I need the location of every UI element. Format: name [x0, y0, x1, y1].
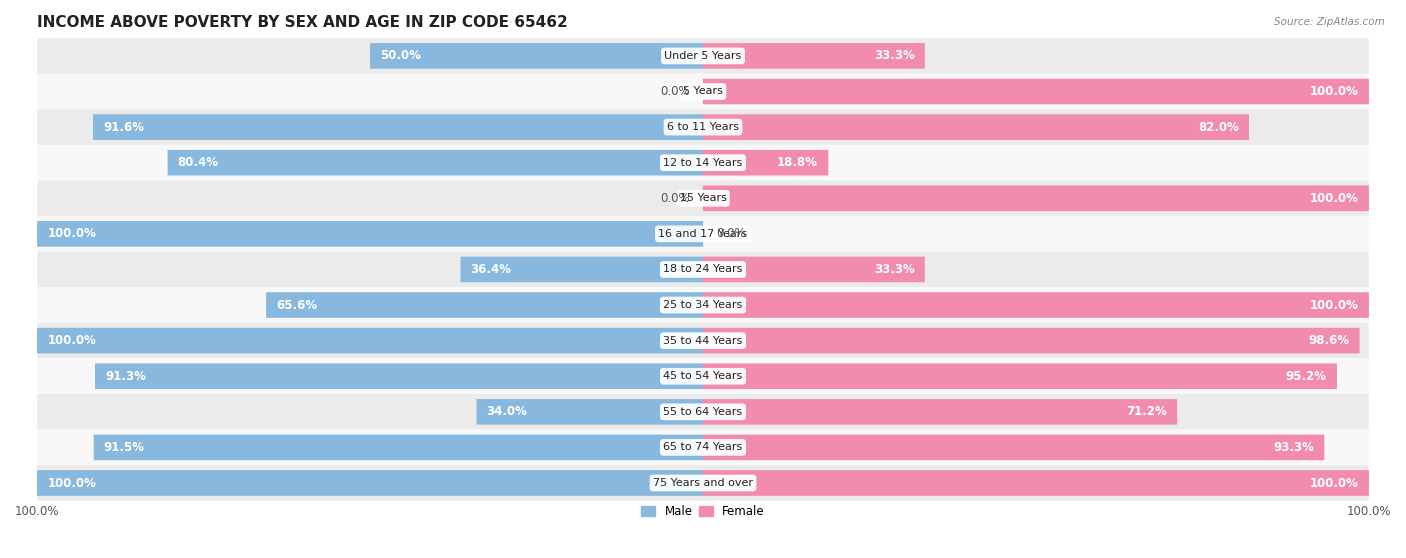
FancyBboxPatch shape — [703, 363, 1337, 389]
Text: 12 to 14 Years: 12 to 14 Years — [664, 158, 742, 168]
Text: 6 to 11 Years: 6 to 11 Years — [666, 122, 740, 132]
Legend: Male, Female: Male, Female — [637, 500, 769, 523]
Text: 91.3%: 91.3% — [105, 370, 146, 383]
FancyBboxPatch shape — [96, 363, 703, 389]
Text: 75 Years and over: 75 Years and over — [652, 478, 754, 488]
Text: 98.6%: 98.6% — [1309, 334, 1350, 347]
Text: 100.0%: 100.0% — [1310, 85, 1358, 98]
FancyBboxPatch shape — [37, 287, 1369, 323]
FancyBboxPatch shape — [37, 394, 1369, 430]
Text: Under 5 Years: Under 5 Years — [665, 51, 741, 61]
Text: 80.4%: 80.4% — [177, 156, 219, 169]
Text: 71.2%: 71.2% — [1126, 405, 1167, 418]
FancyBboxPatch shape — [167, 150, 703, 176]
Text: 0.0%: 0.0% — [659, 85, 690, 98]
FancyBboxPatch shape — [266, 292, 703, 318]
Text: 34.0%: 34.0% — [486, 405, 527, 418]
FancyBboxPatch shape — [37, 221, 703, 247]
FancyBboxPatch shape — [703, 114, 1249, 140]
FancyBboxPatch shape — [703, 43, 925, 69]
FancyBboxPatch shape — [703, 399, 1177, 425]
FancyBboxPatch shape — [461, 257, 703, 282]
Text: 0.0%: 0.0% — [716, 227, 747, 240]
Text: INCOME ABOVE POVERTY BY SEX AND AGE IN ZIP CODE 65462: INCOME ABOVE POVERTY BY SEX AND AGE IN Z… — [37, 15, 568, 30]
Text: 18.8%: 18.8% — [778, 156, 818, 169]
Text: 91.5%: 91.5% — [104, 441, 145, 454]
Text: 95.2%: 95.2% — [1286, 370, 1327, 383]
FancyBboxPatch shape — [37, 328, 703, 353]
FancyBboxPatch shape — [37, 323, 1369, 358]
Text: 100.0%: 100.0% — [1310, 299, 1358, 311]
FancyBboxPatch shape — [703, 79, 1369, 104]
Text: 5 Years: 5 Years — [683, 86, 723, 97]
FancyBboxPatch shape — [37, 145, 1369, 180]
Text: 45 to 54 Years: 45 to 54 Years — [664, 371, 742, 381]
Text: 100.0%: 100.0% — [48, 334, 96, 347]
FancyBboxPatch shape — [37, 109, 1369, 145]
Text: 100.0%: 100.0% — [1310, 477, 1358, 489]
FancyBboxPatch shape — [703, 328, 1360, 353]
Text: 91.6%: 91.6% — [103, 121, 145, 133]
FancyBboxPatch shape — [37, 74, 1369, 109]
Text: 33.3%: 33.3% — [875, 263, 915, 276]
Text: 25 to 34 Years: 25 to 34 Years — [664, 300, 742, 310]
Text: 0.0%: 0.0% — [659, 192, 690, 205]
FancyBboxPatch shape — [703, 150, 828, 176]
FancyBboxPatch shape — [703, 257, 925, 282]
FancyBboxPatch shape — [37, 465, 1369, 501]
FancyBboxPatch shape — [370, 43, 703, 69]
FancyBboxPatch shape — [93, 114, 703, 140]
FancyBboxPatch shape — [37, 252, 1369, 287]
Text: 33.3%: 33.3% — [875, 50, 915, 62]
Text: 16 and 17 Years: 16 and 17 Years — [658, 229, 748, 239]
Text: Source: ZipAtlas.com: Source: ZipAtlas.com — [1274, 17, 1385, 27]
Text: 100.0%: 100.0% — [1310, 192, 1358, 205]
Text: 55 to 64 Years: 55 to 64 Years — [664, 407, 742, 417]
FancyBboxPatch shape — [477, 399, 703, 425]
FancyBboxPatch shape — [37, 38, 1369, 74]
Text: 82.0%: 82.0% — [1198, 121, 1239, 133]
FancyBboxPatch shape — [37, 358, 1369, 394]
FancyBboxPatch shape — [703, 470, 1369, 496]
FancyBboxPatch shape — [37, 430, 1369, 465]
FancyBboxPatch shape — [703, 435, 1324, 460]
Text: 50.0%: 50.0% — [380, 50, 420, 62]
FancyBboxPatch shape — [37, 216, 1369, 252]
Text: 100.0%: 100.0% — [48, 227, 96, 240]
FancyBboxPatch shape — [703, 185, 1369, 211]
Text: 100.0%: 100.0% — [48, 477, 96, 489]
Text: 15 Years: 15 Years — [679, 193, 727, 203]
FancyBboxPatch shape — [37, 180, 1369, 216]
Text: 35 to 44 Years: 35 to 44 Years — [664, 336, 742, 345]
Text: 93.3%: 93.3% — [1274, 441, 1315, 454]
Text: 65.6%: 65.6% — [276, 299, 318, 311]
Text: 36.4%: 36.4% — [471, 263, 512, 276]
FancyBboxPatch shape — [703, 292, 1369, 318]
FancyBboxPatch shape — [94, 435, 703, 460]
Text: 65 to 74 Years: 65 to 74 Years — [664, 442, 742, 453]
Text: 18 to 24 Years: 18 to 24 Years — [664, 264, 742, 275]
FancyBboxPatch shape — [37, 470, 703, 496]
